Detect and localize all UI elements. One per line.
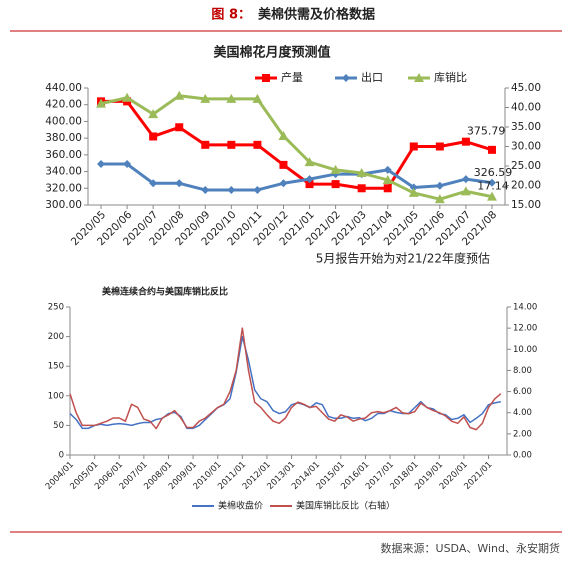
y2-tick-label: 6.00 [513,387,532,397]
marker [97,160,106,169]
marker [175,123,184,132]
y2-tick-label: 40.00 [511,102,541,114]
series-line [100,94,493,201]
figure-title: 美棉供需及价格数据 [258,7,375,23]
marker [487,178,496,187]
marker [201,140,210,149]
marker [123,160,132,169]
marker [382,175,393,185]
marker [305,180,314,189]
marker [122,92,133,102]
y2-tick-label: 45.00 [511,82,541,94]
marker [174,90,185,100]
marker [175,179,184,188]
marker [200,93,211,103]
y2-tick-label: 15.00 [511,199,541,211]
y2-tick-label: 25.00 [511,160,541,172]
marker [409,183,418,192]
data-label: 375.79 [467,125,506,138]
chart-title: 美棉连续合约与美国库销比反比 [102,286,228,298]
marker [201,185,210,194]
marker [409,142,418,151]
marker [461,175,470,184]
marker [252,93,263,103]
marker [305,175,314,184]
marker [253,185,262,194]
marker [149,179,158,188]
series-line [69,327,502,431]
marker [435,181,444,190]
chart-title: 美国棉花月度预测值 [213,45,330,61]
series-line [69,335,501,430]
y2-tick-label: 4.00 [513,408,532,418]
source-note: 数据来源：USDA、Wind、永安期货 [381,541,560,555]
y-tick-label: 0 [59,451,64,461]
marker [253,140,262,149]
data-label: 17.14 [477,180,509,193]
y2-tick-label: 0.00 [513,451,532,461]
legend-label: 美国库销比反比（右轴） [296,500,395,512]
marker [279,160,288,169]
marker [357,184,366,193]
y-tick-label: 400.00 [45,115,82,127]
legend-label: 出口 [361,70,383,84]
marker [486,191,497,201]
marker [408,187,419,197]
y-tick-label: 150 [48,362,64,372]
marker [227,185,236,194]
y-tick-label: 440.00 [45,82,82,94]
legend-label: 库销比 [434,70,467,84]
y2-tick-label: 14.00 [513,303,537,313]
marker [356,168,367,178]
marker [460,186,471,196]
y2-tick-label: 35.00 [511,121,541,133]
marker [148,109,159,119]
series-line [101,99,493,190]
y2-tick-label: 2.00 [513,429,532,439]
marker [414,73,424,82]
y-tick-label: 360.00 [45,149,82,161]
y2-tick-label: 20.00 [511,180,541,192]
legend-label: 美棉收盘价 [218,500,263,512]
marker [383,184,392,193]
y-tick-label: 200 [48,332,64,342]
marker [149,132,158,141]
marker [461,137,470,146]
marker [226,93,237,103]
y-tick-label: 420.00 [45,99,82,111]
marker [435,142,444,151]
data-label: 326.59 [474,166,513,179]
y2-tick-label: 12.00 [513,324,537,334]
marker [487,145,496,154]
annotation: 5月报告开始为对21/22年度预估 [316,251,490,266]
y-tick-label: 100 [48,391,64,401]
marker [342,74,350,82]
y-tick-label: 300.00 [45,199,82,211]
y2-tick-label: 30.00 [511,141,541,153]
marker [262,74,270,82]
y2-tick-label: 10.00 [513,345,537,355]
marker [96,98,107,108]
marker [383,165,392,174]
y-tick-label: 250 [48,303,64,313]
y-tick-label: 340.00 [45,166,82,178]
figure-label: 图 8： [211,8,251,23]
marker [330,164,341,174]
marker [279,179,288,188]
marker [278,130,289,140]
marker [227,140,236,149]
y-tick-label: 320.00 [45,182,82,194]
series-line [101,162,493,192]
y-tick-label: 50 [53,421,64,431]
marker [304,157,315,167]
y-tick-label: 380.00 [45,132,82,144]
marker [434,194,445,204]
y2-tick-label: 8.00 [513,366,532,376]
legend-label: 产量 [281,70,303,84]
marker [331,180,340,189]
